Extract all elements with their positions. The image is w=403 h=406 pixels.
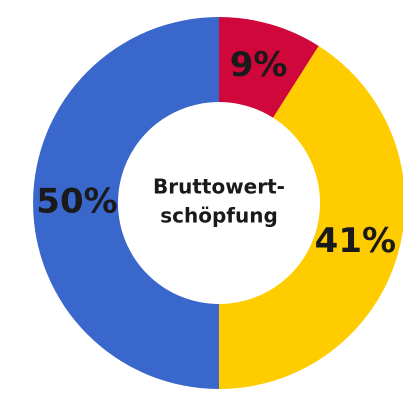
value-label: 50% — [36, 182, 117, 222]
donut-hole — [118, 102, 320, 304]
center-label: schöpfung — [160, 204, 278, 228]
center-label: Bruttowert- — [153, 175, 285, 199]
value-label: 41% — [315, 221, 396, 261]
value-label: 9% — [230, 45, 288, 85]
